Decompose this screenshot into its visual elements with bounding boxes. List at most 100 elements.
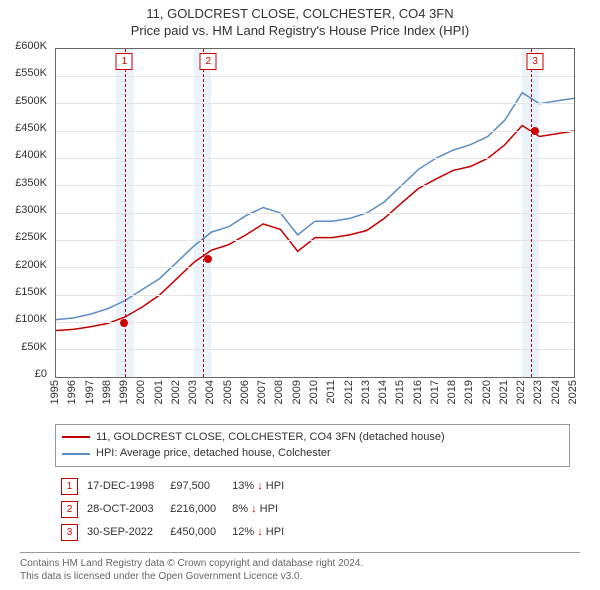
y-tick-label: £300K (15, 204, 47, 216)
sale-marker-box: 2 (200, 53, 217, 70)
x-tick-label: 1996 (66, 380, 78, 404)
x-tick-label: 2024 (550, 380, 562, 404)
legend: 11, GOLDCREST CLOSE, COLCHESTER, CO4 3FN… (55, 424, 570, 467)
legend-label: HPI: Average price, detached house, Colc… (96, 445, 331, 462)
sale-hpi-diff: 13% ↓ HPI (226, 475, 294, 498)
sale-marker-box: 1 (116, 53, 133, 70)
sale-date: 17-DEC-1998 (81, 475, 164, 498)
sale-marker-box: 3 (527, 53, 544, 70)
down-arrow-icon: ↓ (257, 480, 263, 492)
sale-index-box: 2 (61, 501, 78, 518)
y-tick-label: £150K (15, 286, 47, 298)
x-tick-label: 2010 (308, 380, 320, 404)
legend-item: 11, GOLDCREST CLOSE, COLCHESTER, CO4 3FN… (62, 429, 563, 446)
y-tick-label: £200K (15, 259, 47, 271)
table-row: 228-OCT-2003£216,0008% ↓ HPI (55, 498, 294, 521)
sales-table: 117-DEC-1998£97,50013% ↓ HPI228-OCT-2003… (55, 475, 294, 544)
x-tick-label: 2022 (515, 380, 527, 404)
legend-swatch (62, 436, 90, 438)
y-tick-label: £450K (15, 122, 47, 134)
gridline (56, 158, 574, 159)
x-tick-label: 2015 (394, 380, 406, 404)
footer-line: Contains HM Land Registry data © Crown c… (20, 557, 580, 570)
legend-swatch (62, 453, 90, 455)
sale-index-cell: 3 (55, 521, 81, 544)
x-tick-label: 2020 (481, 380, 493, 404)
table-row: 117-DEC-1998£97,50013% ↓ HPI (55, 475, 294, 498)
sale-price: £450,000 (164, 521, 226, 544)
x-tick-label: 2008 (273, 380, 285, 404)
marker-dashed-line (531, 49, 532, 377)
gridline (56, 76, 574, 77)
sale-date: 30-SEP-2022 (81, 521, 164, 544)
gridline (56, 213, 574, 214)
sale-index-box: 3 (61, 524, 78, 541)
x-tick-label: 2021 (498, 380, 510, 404)
gridline (56, 295, 574, 296)
x-tick-label: 2006 (239, 380, 251, 404)
y-tick-label: £50K (21, 341, 47, 353)
down-arrow-icon: ↓ (251, 503, 257, 515)
chart-area: 1 2 3 (55, 48, 575, 378)
title-line-1: 11, GOLDCREST CLOSE, COLCHESTER, CO4 3FN (0, 6, 600, 23)
sale-price: £216,000 (164, 498, 226, 521)
sale-hpi-diff: 12% ↓ HPI (226, 521, 294, 544)
x-tick-label: 2016 (412, 380, 424, 404)
x-axis-labels: 1995199619971998199920002001200220032004… (55, 378, 575, 418)
x-tick-label: 2005 (222, 380, 234, 404)
marker-dashed-line (125, 49, 126, 377)
sale-index-box: 1 (61, 478, 78, 495)
gridline (56, 103, 574, 104)
x-tick-label: 2013 (360, 380, 372, 404)
x-tick-label: 2002 (170, 380, 182, 404)
sale-marker-dot (120, 319, 128, 327)
x-tick-label: 2009 (291, 380, 303, 404)
y-tick-label: £600K (15, 40, 47, 52)
sale-price: £97,500 (164, 475, 226, 498)
y-axis-labels: £0£50K£100K£150K£200K£250K£300K£350K£400… (0, 46, 50, 376)
y-tick-label: £550K (15, 67, 47, 79)
y-tick-label: £350K (15, 177, 47, 189)
x-tick-label: 2004 (204, 380, 216, 404)
y-tick-label: £250K (15, 231, 47, 243)
sale-hpi-diff: 8% ↓ HPI (226, 498, 294, 521)
gridline (56, 240, 574, 241)
y-tick-label: £0 (35, 368, 47, 380)
gridline (56, 185, 574, 186)
sale-index-cell: 1 (55, 475, 81, 498)
y-tick-label: £400K (15, 149, 47, 161)
y-tick-label: £100K (15, 313, 47, 325)
sale-marker-dot (204, 255, 212, 263)
x-tick-label: 2001 (153, 380, 165, 404)
x-tick-label: 2014 (377, 380, 389, 404)
x-tick-label: 1999 (118, 380, 130, 404)
sale-marker-dot (531, 127, 539, 135)
x-tick-label: 2019 (463, 380, 475, 404)
footer-line: This data is licensed under the Open Gov… (20, 570, 580, 583)
sale-date: 28-OCT-2003 (81, 498, 164, 521)
marker-dashed-line (203, 49, 204, 377)
x-tick-label: 2018 (446, 380, 458, 404)
table-row: 330-SEP-2022£450,00012% ↓ HPI (55, 521, 294, 544)
legend-item: HPI: Average price, detached house, Colc… (62, 445, 563, 462)
series-line-property (56, 125, 574, 330)
footer: Contains HM Land Registry data © Crown c… (20, 552, 580, 583)
x-tick-label: 2000 (135, 380, 147, 404)
title-line-2: Price paid vs. HM Land Registry's House … (0, 23, 600, 40)
x-tick-label: 2011 (325, 380, 337, 404)
x-tick-label: 1998 (101, 380, 113, 404)
x-tick-label: 1995 (49, 380, 61, 404)
gridline (56, 322, 574, 323)
down-arrow-icon: ↓ (257, 526, 263, 538)
series-line-hpi (56, 92, 574, 319)
gridline (56, 131, 574, 132)
x-tick-label: 2023 (532, 380, 544, 404)
gridline (56, 267, 574, 268)
y-tick-label: £500K (15, 95, 47, 107)
legend-label: 11, GOLDCREST CLOSE, COLCHESTER, CO4 3FN… (96, 429, 445, 446)
x-tick-label: 2017 (429, 380, 441, 404)
gridline (56, 349, 574, 350)
x-tick-label: 2003 (187, 380, 199, 404)
x-tick-label: 1997 (84, 380, 96, 404)
x-tick-label: 2007 (256, 380, 268, 404)
